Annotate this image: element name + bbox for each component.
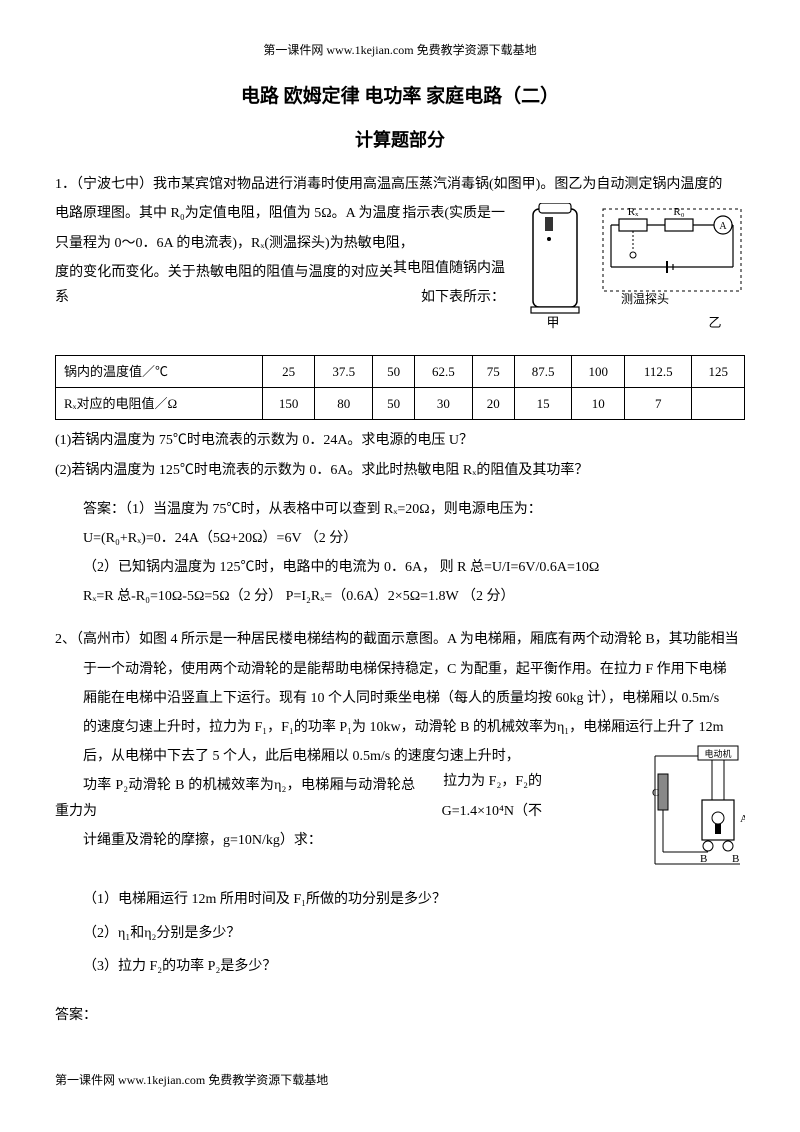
q2-l6a: 功率 P₂动滑轮 B 的机械效率为η₂，电梯厢与动滑轮总重力为 (55, 778, 415, 818)
q1-ans1: 答案：（1）当温度为 75℃时，从表格中可以查到 Rₓ=20Ω，则电源电压为： (55, 497, 745, 522)
page-footer: 第一课件网 www.1kejian.com 免费教学资源下载基地 (55, 1070, 328, 1092)
q1-ans4: Rₓ=R 总-R₀=10Ω-5Ω=5Ω（2 分） P=I₂Rₓ=（0.6A）2×… (55, 584, 745, 609)
svg-text:A: A (719, 221, 727, 232)
sterilizer-circuit-diagram: 甲 Rₓ R₀ A (515, 203, 745, 333)
svg-text:B: B (732, 853, 739, 865)
main-title: 电路 欧姆定律 电功率 家庭电路（二） (55, 80, 745, 114)
q1-answer: 答案：（1）当温度为 75℃时，从表格中可以查到 Rₓ=20Ω，则电源电压为： … (55, 497, 745, 610)
q1-data-table: 锅内的温度值／℃ 25 37.5 50 62.5 75 87.5 100 112… (55, 355, 745, 421)
q2-s1: （1）电梯厢运行 12m 所用时间及 F₁所做的功分别是多少？ (55, 887, 745, 912)
question-2: 2、（高州市）如图 4 所示是一种居民楼电梯结构的截面示意图。A 为电梯厢，厢底… (55, 627, 745, 1028)
q1-line1a: 1．（宁波七中）我市某宾馆对物品进行消毒时使用高温高压蒸汽消毒锅(如图甲)。图乙… (55, 172, 745, 197)
q1-l3a: 度的变化而变化。关于热敏电阻的阻值与温度的对应关系 (55, 265, 393, 305)
svg-text:C: C (652, 787, 659, 799)
q2-l2: 于一个动滑轮，使用两个动滑轮的是能帮助电梯保持稳定，C 为配重，起平衡作用。在拉… (55, 657, 745, 682)
page-header: 第一课件网 www.1kejian.com 免费教学资源下载基地 (55, 40, 745, 62)
q2-l1: 2、（高州市）如图 4 所示是一种居民楼电梯结构的截面示意图。A 为电梯厢，厢底… (55, 627, 745, 652)
q1-figure: 甲 Rₓ R₀ A (515, 203, 745, 342)
q2-l5a: 后，从电梯中下去了 5 个人，此后电梯厢以 0.5m/s 的速度匀速上升时， (83, 749, 520, 764)
table-row: 锅内的温度值／℃ 25 37.5 50 62.5 75 87.5 100 112… (56, 355, 745, 387)
row-label: 锅内的温度值／℃ (56, 355, 263, 387)
svg-text:Rₓ: Rₓ (628, 206, 639, 218)
svg-text:A: A (740, 813, 745, 825)
q2-l7: 计绳重及滑轮的摩擦，g=10N/kg）求： (55, 828, 745, 853)
svg-text:甲: 甲 (546, 315, 559, 330)
svg-text:测温探头: 测温探头 (621, 292, 669, 306)
q1-l2a: 只量程为 0～0．6A 的电流表)，Rₓ(测温探头)为热敏电阻， (55, 236, 414, 251)
q1-l1c: 指示表(实质是一 (402, 201, 505, 226)
q2-l6b: G=1.4×10⁴N（不 (414, 799, 542, 824)
q1-sub2: (2)若锅内温度为 125℃时电流表的示数为 0．6A。求此时热敏电阻 Rₓ的阻… (55, 458, 745, 483)
q2-l5b: 拉力为 F₂，F₂的 (415, 769, 542, 794)
svg-text:B: B (700, 853, 707, 865)
question-1: 1．（宁波七中）我市某宾馆对物品进行消毒时使用高温高压蒸汽消毒锅(如图甲)。图乙… (55, 172, 745, 609)
q2-s3: （3）拉力 F₂的功率 P₂是多少？ (55, 954, 745, 979)
q1-l3b: 如下表所示： (421, 285, 505, 310)
table-row: Rₓ对应的电阻值／Ω 150 80 50 30 20 15 10 7 (56, 387, 745, 419)
q2-ans-label: 答案： (55, 1003, 745, 1028)
q2-figure: 电动机 A C B (650, 744, 745, 883)
q2-s2: （2）η₁和η₂分别是多少？ (55, 921, 745, 946)
q1-ans3: （2）已知锅内温度为 125℃时，电路中的电流为 0．6A， 则 R 总=U/I… (55, 555, 745, 580)
q1-l1b: 电路原理图。其中 R₀为定值电阻，阻值为 5Ω。A 为温度 (55, 206, 400, 221)
svg-text:R₀: R₀ (673, 206, 684, 218)
q2-l4: 的速度匀速上升时，拉力为 F₁，F₁的功率 P₁为 10kw，动滑轮 B 的机械… (55, 715, 745, 740)
elevator-diagram: 电动机 A C B (650, 744, 745, 874)
q1-sub1: (1)若锅内温度为 75℃时电流表的示数为 0．24A。求电源的电压 U？ (55, 428, 745, 453)
q1-ans2: U=(R₀+Rₓ)=0．24A（5Ω+20Ω）=6V （2 分） (55, 526, 745, 551)
svg-text:乙: 乙 (708, 315, 721, 330)
row-label: Rₓ对应的电阻值／Ω (56, 387, 263, 419)
svg-text:电动机: 电动机 (704, 748, 731, 759)
q2-l3: 厢能在电梯中沿竖直上下运行。现有 10 个人同时乘坐电梯（每人的质量均按 60k… (55, 686, 745, 711)
subtitle: 计算题部分 (55, 124, 745, 156)
q1-l2b: 其电阻值随锅内温 (393, 256, 505, 281)
